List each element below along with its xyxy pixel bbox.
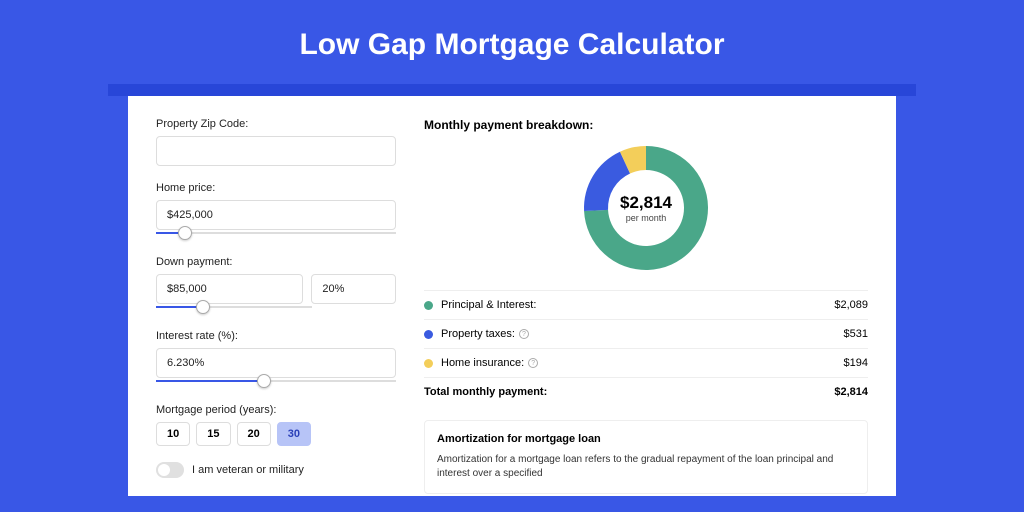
donut-amount: $2,814 — [620, 193, 672, 213]
veteran-label: I am veteran or military — [192, 464, 304, 476]
field-veteran: I am veteran or military — [156, 462, 396, 478]
legend-label: Principal & Interest: — [441, 299, 834, 311]
home-price-input[interactable] — [156, 200, 396, 230]
period-button-30[interactable]: 30 — [277, 422, 311, 446]
total-value: $2,814 — [834, 386, 868, 398]
home-price-slider-handle[interactable] — [178, 226, 192, 240]
legend-value: $194 — [844, 357, 868, 369]
field-interest: Interest rate (%): — [156, 330, 396, 382]
interest-input[interactable] — [156, 348, 396, 378]
amortization-text: Amortization for a mortgage loan refers … — [437, 453, 855, 481]
info-icon[interactable]: ? — [519, 329, 529, 339]
payment-donut-chart: $2,814 per month — [582, 144, 710, 272]
legend-value: $2,089 — [834, 299, 868, 311]
down-payment-slider[interactable] — [156, 306, 312, 308]
legend-dot — [424, 359, 433, 368]
period-buttons: 1015 2030 — [156, 422, 396, 446]
period-button-20[interactable]: 20 — [237, 422, 271, 446]
period-button-10[interactable]: 10 — [156, 422, 190, 446]
legend-value: $531 — [844, 328, 868, 340]
legend-dot — [424, 330, 433, 339]
period-label: Mortgage period (years): — [156, 404, 396, 416]
interest-label: Interest rate (%): — [156, 330, 396, 342]
zip-label: Property Zip Code: — [156, 118, 396, 130]
inputs-panel: Property Zip Code: Home price: Down paym… — [156, 118, 396, 474]
donut-sub: per month — [626, 213, 667, 223]
down-payment-pct-input[interactable] — [311, 274, 396, 304]
amortization-title: Amortization for mortgage loan — [437, 433, 855, 445]
info-icon[interactable]: ? — [528, 358, 538, 368]
field-zip: Property Zip Code: — [156, 118, 396, 166]
amortization-box: Amortization for mortgage loan Amortizat… — [424, 420, 868, 494]
legend-label: Home insurance: ? — [441, 357, 844, 369]
interest-slider[interactable] — [156, 380, 396, 382]
interest-slider-fill — [156, 380, 264, 382]
card-shadow-bar — [108, 84, 916, 96]
page-title: Low Gap Mortgage Calculator — [0, 0, 1024, 84]
legend-label: Property taxes: ? — [441, 328, 844, 340]
field-down-payment: Down payment: — [156, 256, 396, 308]
interest-slider-handle[interactable] — [257, 374, 271, 388]
down-payment-label: Down payment: — [156, 256, 396, 268]
field-home-price: Home price: — [156, 182, 396, 234]
legend-row: Property taxes: ?$531 — [424, 319, 868, 348]
period-button-15[interactable]: 15 — [196, 422, 230, 446]
total-label: Total monthly payment: — [424, 386, 834, 398]
veteran-toggle[interactable] — [156, 462, 184, 478]
legend-row: Principal & Interest:$2,089 — [424, 290, 868, 319]
down-payment-input[interactable] — [156, 274, 303, 304]
legend-dot — [424, 301, 433, 310]
donut-wrap: $2,814 per month — [424, 144, 868, 272]
home-price-slider[interactable] — [156, 232, 396, 234]
calculator-card: Property Zip Code: Home price: Down paym… — [128, 96, 896, 496]
field-period: Mortgage period (years): 1015 2030 — [156, 404, 396, 446]
down-payment-slider-handle[interactable] — [196, 300, 210, 314]
legend-row: Home insurance: ?$194 — [424, 348, 868, 377]
legend: Principal & Interest:$2,089Property taxe… — [424, 290, 868, 377]
zip-input[interactable] — [156, 136, 396, 166]
results-panel: Monthly payment breakdown: $2,814 per mo… — [424, 118, 868, 474]
breakdown-title: Monthly payment breakdown: — [424, 118, 868, 132]
home-price-label: Home price: — [156, 182, 396, 194]
legend-row-total: Total monthly payment: $2,814 — [424, 377, 868, 406]
